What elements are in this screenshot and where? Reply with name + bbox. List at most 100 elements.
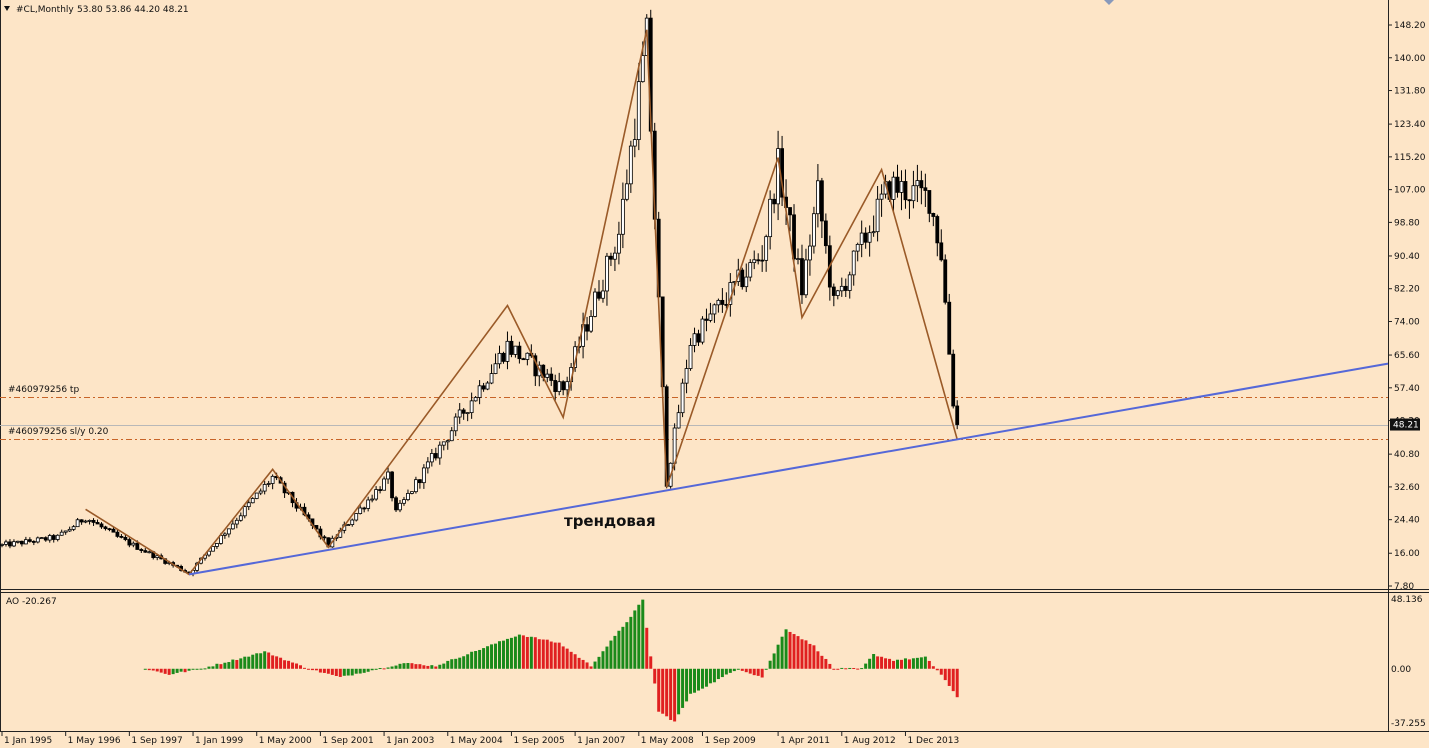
candle-body — [95, 522, 100, 525]
candle-body — [935, 216, 940, 244]
candle-body — [696, 333, 701, 343]
trendline-segment[interactable] — [188, 362, 1389, 576]
candle-body — [402, 499, 406, 504]
candle-body — [593, 291, 597, 317]
candle-body — [557, 381, 562, 392]
candle-body — [565, 381, 570, 391]
candle-body — [398, 502, 402, 511]
candle-body — [99, 523, 104, 528]
time-tick-label: 1 Jan 2007 — [577, 736, 625, 746]
candle-body — [242, 506, 247, 517]
candle-body — [764, 236, 769, 261]
candle-body — [700, 318, 705, 343]
candle-body — [111, 528, 116, 533]
candle-body — [4, 541, 8, 545]
candle-body — [927, 190, 932, 214]
candle-body — [254, 492, 259, 499]
sl-line-label[interactable]: #460979256 sl/y 0.20 — [8, 427, 109, 437]
time-tick-label: 1 Sep 2005 — [513, 736, 564, 746]
candle-body — [605, 255, 609, 292]
candle-body — [788, 207, 792, 216]
price-tick-label: 82.20 — [1394, 285, 1420, 295]
candle-body — [636, 81, 641, 140]
candle-body — [473, 397, 478, 402]
candle-body — [620, 198, 625, 235]
candle-body — [839, 285, 844, 292]
candle-body — [585, 324, 589, 332]
candle-body — [417, 479, 422, 484]
candle-body — [632, 139, 637, 147]
candle-body — [67, 528, 72, 532]
candle-body — [525, 352, 530, 360]
candle-body — [43, 537, 48, 541]
candle-body — [27, 539, 32, 542]
current-price-label: 48.21 — [1393, 421, 1419, 431]
current-price-box — [1390, 418, 1420, 431]
candle-body — [843, 285, 848, 291]
candle-body — [947, 301, 952, 355]
price-tick-label: 131.80 — [1394, 87, 1426, 97]
candle-body — [553, 380, 558, 392]
trendline[interactable] — [188, 362, 1389, 576]
candle-body — [509, 340, 514, 355]
candle-body — [517, 345, 522, 360]
candle-body — [903, 181, 908, 201]
candle-body — [270, 475, 275, 484]
candle-body — [712, 304, 717, 315]
candle-body — [16, 540, 20, 543]
candle-body — [139, 549, 144, 551]
candle-body — [676, 412, 681, 429]
candle-body — [851, 250, 856, 276]
dropdown-triangle-icon[interactable] — [4, 6, 10, 11]
candle-body — [489, 373, 494, 384]
candle-body — [75, 519, 80, 528]
time-tick-label: 1 Dec 2013 — [907, 736, 959, 746]
candle-body — [688, 345, 693, 369]
candle-body — [131, 542, 136, 546]
candle-body — [366, 499, 371, 509]
candle-body — [234, 519, 239, 525]
candle-body — [704, 318, 709, 321]
candle-body — [879, 193, 884, 200]
candle-body — [258, 490, 263, 494]
candle-body — [823, 220, 828, 247]
price-tick-label: 40.80 — [1394, 450, 1420, 460]
zigzag-line — [85, 29, 958, 576]
candle-body — [609, 255, 613, 260]
time-axis: 1 Jan 1995 1 May 1996 1 Sep 1997 1 Jan 1999… — [1, 732, 959, 746]
candle-body — [322, 536, 327, 539]
candle-body — [923, 187, 928, 191]
candle-body — [155, 555, 160, 558]
candle-body — [378, 489, 383, 491]
price-tick-label: 123.40 — [1394, 120, 1426, 130]
candle-body — [939, 242, 944, 261]
candle-body — [12, 541, 16, 547]
candle-body — [433, 453, 438, 459]
candle-body — [35, 537, 40, 543]
price-tick-label: 98.80 — [1394, 218, 1420, 228]
candle-body — [119, 535, 124, 538]
shift-marker-icon[interactable] — [1104, 0, 1114, 5]
candle-body — [8, 541, 12, 547]
time-tick-label: 1 Jan 1995 — [4, 736, 52, 746]
candle-body — [561, 381, 566, 391]
candle-body — [19, 540, 24, 545]
candle-body — [549, 373, 554, 381]
candle-body — [597, 291, 601, 299]
candle-body — [672, 427, 677, 464]
candle-body — [684, 368, 689, 384]
price-tick-label: 16.00 — [1394, 549, 1420, 559]
candle-body — [143, 550, 148, 553]
candle-body — [453, 416, 458, 432]
candle-body — [469, 400, 474, 414]
candle-body — [91, 519, 96, 523]
candle-body — [720, 299, 725, 305]
time-tick-label: 1 May 2004 — [450, 736, 503, 746]
awesome-oscillator-histogram — [143, 599, 959, 722]
candle-body — [545, 373, 550, 378]
candle-body — [907, 199, 912, 202]
order-lines — [0, 397, 1388, 440]
tp-line-label[interactable]: #460979256 tp — [8, 385, 79, 395]
ao-scale: 48.136 0.00 -37.255 — [1391, 595, 1426, 729]
